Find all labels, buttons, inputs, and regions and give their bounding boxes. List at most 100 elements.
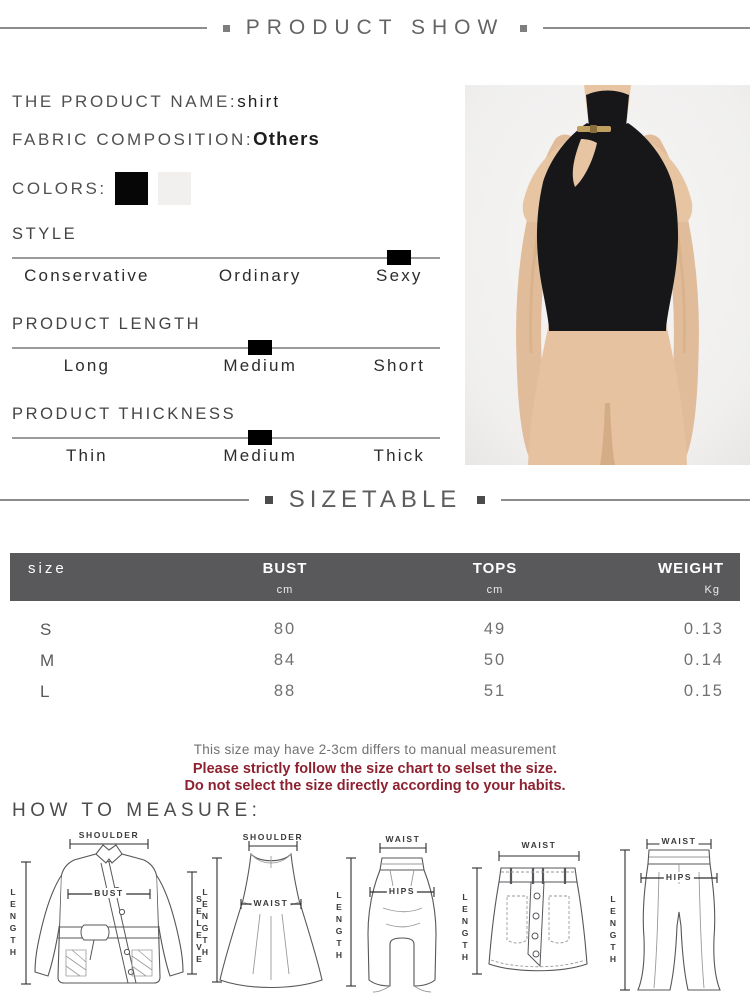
square-bullet-icon xyxy=(477,496,486,504)
table-row-m: M 84 50 0.14 xyxy=(10,645,740,676)
fabric-row: FABRIC COMPOSITION: Others xyxy=(12,128,440,150)
weight-cell: 0.14 xyxy=(683,651,724,669)
dress-outline xyxy=(212,841,323,988)
measure-label-shoulder: SHOULDER xyxy=(78,830,140,840)
style-options: Conservative Ordinary Sexy xyxy=(12,266,440,286)
style-option: Conservative xyxy=(24,266,150,285)
measure-label-length: LENGTH xyxy=(8,887,18,959)
fabric-label: FABRIC COMPOSITION: xyxy=(12,130,254,149)
diagram-mini-skirt: WAIST LENGTH xyxy=(460,832,613,997)
divider-line xyxy=(543,27,750,29)
measure-label-waist: WAIST xyxy=(521,840,557,850)
attribute-style: STYLE Conservative Ordinary Sexy xyxy=(12,225,440,286)
divider-line xyxy=(501,499,750,501)
square-bullet-icon xyxy=(520,24,528,32)
diagram-dress: SHOULDER LENGTH WAIST xyxy=(200,832,338,997)
size-cell: M xyxy=(40,650,56,670)
size-notes: This size may have 2-3cm differs to manu… xyxy=(0,742,750,794)
weight-cell: 0.13 xyxy=(683,620,724,638)
measure-label-waist: WAIST xyxy=(385,834,421,844)
bust-cell: 88 xyxy=(273,682,297,700)
color-swatches xyxy=(114,172,201,205)
color-swatch-black xyxy=(114,172,148,205)
diagram-jacket: SHOULDER LENGTH BUST SELEVE xyxy=(8,830,204,997)
tops-cell: 49 xyxy=(483,620,507,638)
product-name-value: shirt xyxy=(237,92,281,111)
length-option: Medium xyxy=(223,356,298,375)
how-to-measure-title: HOW TO MEASURE: xyxy=(12,800,262,821)
size-cell: S xyxy=(40,619,53,639)
measure-label-length: LENGTH xyxy=(334,890,344,962)
bust-cell: 84 xyxy=(273,651,297,669)
section-title-product-show: PRODUCT SHOW xyxy=(245,16,505,39)
tops-cell: 50 xyxy=(483,651,507,669)
measure-label-length: LENGTH xyxy=(460,892,470,964)
measure-label-waist: WAIST xyxy=(251,898,291,908)
divider-line xyxy=(0,27,207,29)
pencil-skirt-outline xyxy=(346,843,437,993)
col-size: size xyxy=(28,560,67,577)
length-option: Long xyxy=(63,356,111,375)
product-name-label: THE PRODUCT NAME: xyxy=(12,92,238,111)
jacket-outline xyxy=(21,839,197,985)
colors-label: COLORS: xyxy=(12,178,107,198)
diagram-pants: WAIST LENGTH HIPS xyxy=(608,832,743,997)
measure-diagrams: SHOULDER LENGTH BUST SELEVE SHOULDER xyxy=(8,830,743,1000)
measure-label-waist: WAIST xyxy=(659,836,699,846)
size-table-head: size BUST TOPS WEIGHT cm cm Kg xyxy=(10,553,740,601)
unit-bust: cm xyxy=(276,584,294,596)
col-weight: WEIGHT xyxy=(658,560,724,577)
measure-label-bust: BUST xyxy=(92,888,126,898)
thickness-scale-line xyxy=(12,430,440,445)
mannequin-illustration xyxy=(465,85,750,465)
note-follow-chart: Please strictly follow the size chart to… xyxy=(192,761,558,777)
unit-weight: Kg xyxy=(704,584,720,596)
length-label: PRODUCT LENGTH xyxy=(12,315,202,333)
square-bullet-icon xyxy=(264,496,273,504)
measure-label-length: LENGTH xyxy=(608,894,618,966)
measure-label-hips: HIPS xyxy=(663,872,695,882)
pants-outline xyxy=(620,839,721,991)
square-bullet-icon xyxy=(222,24,230,32)
col-bust: BUST xyxy=(262,560,308,577)
measure-label-length: LENGTH xyxy=(200,887,210,959)
unit-tops: cm xyxy=(486,584,504,596)
length-selection-marker xyxy=(248,340,273,355)
tops-cell: 51 xyxy=(483,682,507,700)
thickness-option: Thin xyxy=(65,446,108,465)
product-photo xyxy=(465,85,750,465)
note-habits: Do not select the size directly accordin… xyxy=(184,778,566,794)
diagram-pencil-skirt: WAIST LENGTH HIPS xyxy=(334,832,463,997)
attribute-length: PRODUCT LENGTH Long Medium Short xyxy=(12,315,440,376)
product-show-header: PRODUCT SHOW xyxy=(0,16,750,40)
col-tops: TOPS xyxy=(472,560,518,577)
sizetable-header: SIZETABLE xyxy=(0,486,750,514)
fabric-value: Others xyxy=(253,128,320,149)
length-option: Short xyxy=(373,356,426,375)
thickness-selection-marker xyxy=(248,430,273,445)
style-scale-line xyxy=(12,250,440,265)
size-table: size BUST TOPS WEIGHT cm cm Kg S 80 49 0… xyxy=(10,553,740,707)
style-option: Sexy xyxy=(376,266,423,285)
attribute-thickness: PRODUCT THICKNESS Thin Medium Thick xyxy=(12,405,440,466)
thickness-option: Medium xyxy=(223,446,298,465)
product-name-row: THE PRODUCT NAME: shirt xyxy=(12,92,440,112)
length-options: Long Medium Short xyxy=(12,356,440,376)
measure-label-sleeve: SELEVE xyxy=(194,894,204,966)
weight-cell: 0.15 xyxy=(683,682,724,700)
style-label: STYLE xyxy=(12,225,78,243)
bust-cell: 80 xyxy=(273,620,297,638)
thickness-options: Thin Medium Thick xyxy=(12,446,440,466)
measure-label-hips: HIPS xyxy=(386,886,418,896)
size-table-body: S 80 49 0.13 M 84 50 0.14 L 88 51 0.15 xyxy=(10,614,740,707)
mini-skirt-outline xyxy=(472,851,588,975)
size-cell: L xyxy=(40,681,51,701)
note-measurement: This size may have 2-3cm differs to manu… xyxy=(193,742,557,757)
colors-row: COLORS: xyxy=(12,172,440,205)
color-swatch-white xyxy=(157,172,191,205)
measure-label-shoulder: SHOULDER xyxy=(242,832,304,842)
thickness-option: Thick xyxy=(373,446,426,465)
style-selection-marker xyxy=(387,250,412,265)
table-row-l: L 88 51 0.15 xyxy=(10,676,740,707)
thickness-label: PRODUCT THICKNESS xyxy=(12,405,237,423)
